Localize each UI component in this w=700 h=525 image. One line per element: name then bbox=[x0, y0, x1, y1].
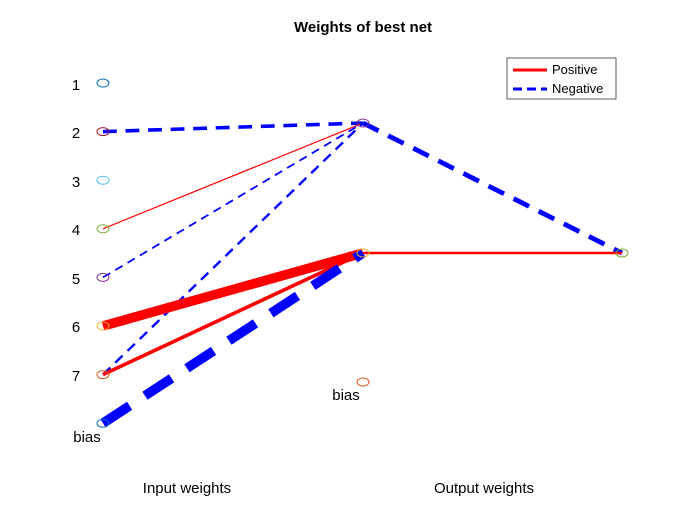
connection-5-h1 bbox=[102, 122, 364, 279]
connection-lines bbox=[100, 120, 624, 428]
node-3 bbox=[96, 175, 110, 185]
node-5 bbox=[96, 272, 110, 282]
legend-box bbox=[506, 57, 617, 100]
input-label-4: 4 bbox=[72, 222, 80, 239]
connection-6-h2 bbox=[101, 248, 365, 331]
input-label-3: 3 bbox=[72, 174, 80, 191]
node-bias-h bbox=[356, 377, 370, 387]
output-weights-label: Output weights bbox=[434, 480, 534, 497]
node-4 bbox=[96, 224, 110, 234]
legend: Positive Negative bbox=[506, 57, 617, 100]
input-label-5: 5 bbox=[72, 271, 80, 288]
connection-2-h1 bbox=[102, 121, 364, 134]
input-label-bias: bias bbox=[73, 429, 101, 446]
hidden-bias-label: bias bbox=[332, 387, 360, 404]
legend-positive-label: Positive bbox=[552, 62, 598, 77]
input-label-6: 6 bbox=[72, 319, 80, 336]
network-nodes bbox=[96, 78, 629, 428]
node-7 bbox=[96, 370, 110, 380]
connection-bias-h2 bbox=[100, 248, 366, 428]
input-weights-label: Input weights bbox=[143, 480, 231, 497]
input-label-7: 7 bbox=[72, 368, 80, 385]
node-h1 bbox=[356, 118, 370, 128]
connection-7-h1 bbox=[102, 122, 364, 376]
node-h2 bbox=[356, 248, 370, 258]
figure-title: Weights of best net bbox=[294, 19, 432, 36]
node-6 bbox=[96, 321, 110, 331]
node-out bbox=[615, 248, 629, 258]
node-1 bbox=[96, 78, 110, 88]
legend-negative-label: Negative bbox=[552, 81, 603, 96]
connection-7-h2 bbox=[102, 251, 364, 377]
node-2 bbox=[96, 127, 110, 137]
input-label-1: 1 bbox=[72, 77, 80, 94]
input-label-2: 2 bbox=[72, 125, 80, 142]
connection-h1-out bbox=[361, 120, 624, 256]
connection-4-h1 bbox=[102, 122, 364, 230]
node-bias bbox=[96, 418, 110, 428]
